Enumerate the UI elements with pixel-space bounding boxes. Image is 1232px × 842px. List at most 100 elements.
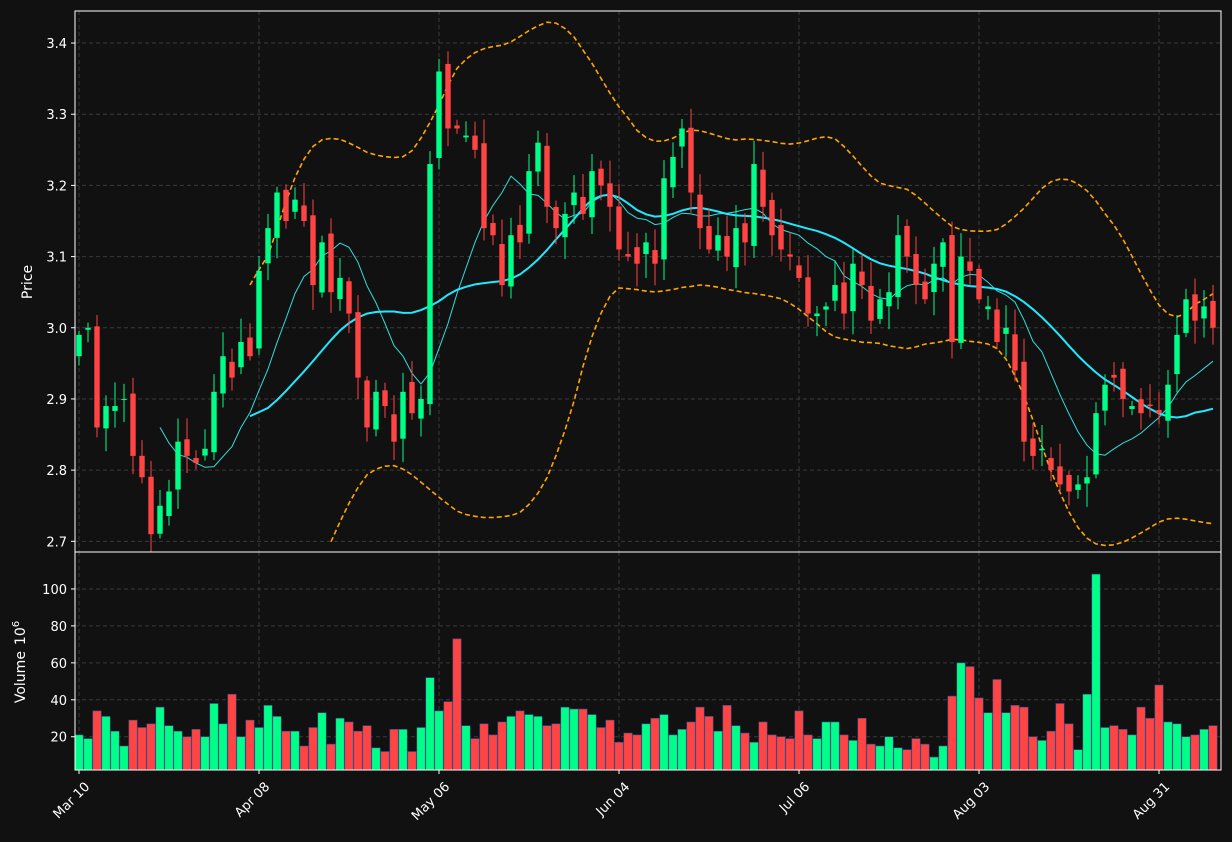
candle-body (373, 391, 379, 430)
candle-body (1138, 399, 1144, 414)
candle-body (697, 194, 703, 229)
volume-bar (281, 730, 291, 771)
volume-bar (119, 745, 129, 771)
volume-bar (1199, 729, 1209, 771)
candle-body (499, 244, 505, 286)
volume-bar (902, 749, 912, 771)
candle-body (1156, 409, 1162, 414)
volume-tick-label: 60 (50, 657, 67, 672)
candle-body (517, 224, 523, 243)
candle-body (850, 263, 856, 312)
candle-body (184, 439, 190, 456)
volume-bar (542, 725, 552, 771)
price-panel: 2.7 2.8 2.9 3.0 3.1 3.2 3.3 3.4 Price (20, 10, 1222, 556)
candle-body (760, 169, 766, 207)
price-tick-label: 3.2 (46, 179, 67, 194)
volume-bar (452, 638, 462, 771)
candle-body (949, 235, 955, 343)
volume-bar (272, 716, 282, 771)
candle-body (292, 199, 298, 212)
candle-body (418, 398, 424, 419)
candle-body (85, 327, 91, 330)
candle-body (166, 491, 172, 516)
candle-body (211, 391, 217, 453)
candle-body (301, 205, 307, 221)
candle-body (1021, 361, 1027, 442)
volume-bar (515, 710, 525, 771)
volume-bar (668, 734, 678, 771)
volume-bar (389, 729, 399, 771)
candle-body (283, 189, 289, 221)
volume-bar (416, 727, 426, 771)
volume-bar (1019, 706, 1029, 771)
candle-body (1183, 299, 1189, 333)
candle-body (679, 128, 685, 147)
volume-axis: 20 40 60 80 100 (42, 583, 75, 746)
volume-bar (1091, 573, 1101, 771)
volume-bar (821, 721, 831, 771)
volume-bar (785, 738, 795, 771)
volume-bar (938, 745, 948, 771)
volume-bar (884, 736, 894, 771)
candle-body (1120, 368, 1126, 399)
volume-bar (1037, 740, 1047, 771)
candle-body (553, 206, 559, 229)
candle-body (607, 183, 613, 207)
volume-bar (1055, 703, 1065, 771)
candle-body (724, 235, 730, 257)
volume-bar (1001, 712, 1011, 771)
candle-body (157, 505, 163, 534)
volume-bar (299, 745, 309, 771)
candle-body (742, 223, 748, 243)
moving-average-long-line (249, 193, 1214, 419)
volume-bar (731, 725, 741, 771)
price-axis-label: Price (20, 265, 36, 299)
candle-body (481, 143, 487, 229)
volume-bar (533, 716, 543, 771)
price-tick-label: 3.0 (46, 322, 67, 337)
volume-bar (875, 745, 885, 771)
volume-bar (1154, 684, 1164, 771)
volume-bar (101, 716, 111, 771)
volume-bar (326, 743, 336, 771)
volume-bar (434, 710, 444, 771)
volume-bar (695, 706, 705, 771)
candle-body (562, 213, 568, 238)
volume-bar (407, 751, 417, 771)
volume-bar (128, 719, 138, 771)
price-tick-label: 3.4 (46, 37, 67, 52)
volume-bar (812, 738, 822, 771)
candle-body (886, 292, 892, 307)
price-grid (75, 11, 1221, 552)
volume-bar (209, 703, 219, 771)
volume-bar (1181, 736, 1191, 771)
volume-bar (758, 721, 768, 771)
candle-body (616, 206, 622, 250)
candle-body (427, 164, 433, 405)
volume-bar (866, 743, 876, 771)
candle-body (859, 271, 865, 286)
volume-bar (191, 729, 201, 771)
candle-body (1030, 438, 1036, 456)
volume-bar (632, 734, 642, 771)
candle-body (922, 281, 928, 300)
volume-bar (425, 677, 435, 771)
volume-bar (398, 729, 408, 771)
volume-bar (839, 734, 849, 771)
volume-bar (686, 721, 696, 771)
volume-bar (236, 736, 246, 771)
volume-bar (713, 730, 723, 771)
candle-body (337, 277, 343, 300)
candle-body (661, 178, 667, 260)
candle-body (1129, 406, 1135, 409)
candle-body (787, 254, 793, 257)
volume-bar (110, 730, 120, 771)
volume-bar (1127, 734, 1137, 771)
volume-bar (146, 723, 156, 771)
volume-bar (767, 734, 777, 771)
volume-bar (254, 727, 264, 771)
candle-body (940, 242, 946, 267)
bollinger-upper-line (249, 21, 1214, 318)
candle-body (643, 242, 649, 254)
bollinger-lower-line (330, 284, 1214, 547)
